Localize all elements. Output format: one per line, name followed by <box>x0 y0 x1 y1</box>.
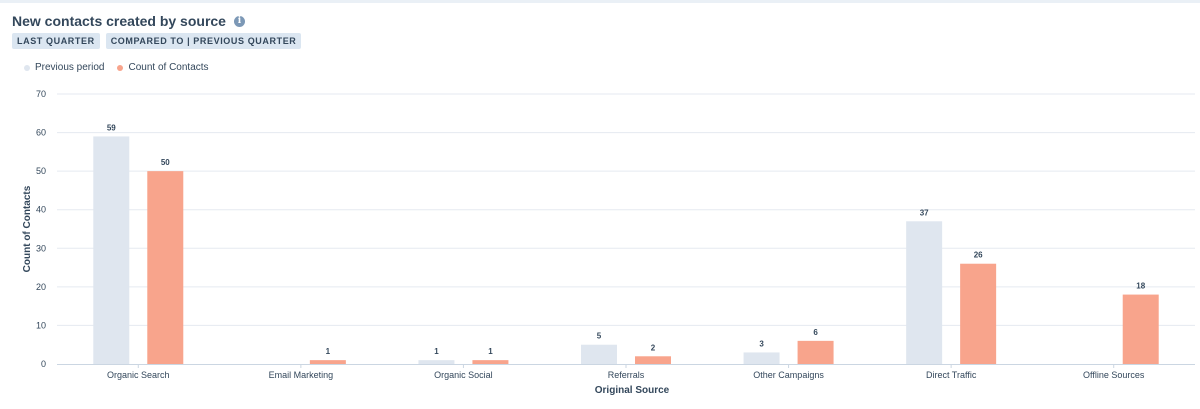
grid-lines <box>57 93 1195 326</box>
legend-label-previous: Previous period <box>35 62 105 73</box>
x-tick-label: Email Marketing <box>269 370 334 380</box>
bar-count-of-contacts[interactable] <box>147 171 184 364</box>
data-label-count-of-contacts: 1 <box>326 347 331 356</box>
x-tick-label: Organic Social <box>434 370 493 380</box>
y-tick-label: 50 <box>36 166 46 176</box>
bar-count-of-contacts[interactable] <box>1122 294 1159 364</box>
data-label-count-of-contacts: 1 <box>488 347 493 356</box>
chart-header: New contacts created by source i LAST QU… <box>12 13 302 49</box>
data-label-previous-period: 1 <box>434 347 439 356</box>
legend-label-current: Count of Contacts <box>128 62 209 73</box>
y-axis-ticks: 0 10 20 30 40 50 60 70 <box>36 89 46 369</box>
bar-count-of-contacts[interactable] <box>797 340 834 364</box>
comparison-pill[interactable]: COMPARED TO | PREVIOUS QUARTER <box>105 33 302 49</box>
bar-count-of-contacts[interactable] <box>960 263 997 364</box>
bar-count-of-contacts[interactable] <box>472 360 509 364</box>
x-axis-ticks: Organic Search Email Marketing Organic Soc… <box>107 364 1145 380</box>
date-range-pill[interactable]: LAST QUARTER <box>12 33 100 49</box>
data-labels: 59 50 1 1 1 5 2 3 6 37 26 18 <box>107 123 1146 356</box>
data-label-previous-period: 37 <box>920 208 929 217</box>
y-tick-label: 40 <box>36 205 46 215</box>
data-label-count-of-contacts: 18 <box>1136 282 1145 291</box>
data-label-previous-period: 5 <box>597 332 602 341</box>
bar-previous-period[interactable] <box>581 344 617 364</box>
y-tick-label: 30 <box>36 243 46 253</box>
x-axis-label: Original Source <box>595 385 670 396</box>
top-border <box>0 0 1200 3</box>
data-label-count-of-contacts: 6 <box>813 328 818 337</box>
x-tick-label: Direct Traffic <box>926 370 977 380</box>
x-tick-label: Organic Search <box>107 370 170 380</box>
bar-previous-period[interactable] <box>906 221 943 364</box>
data-label-count-of-contacts: 2 <box>651 343 656 352</box>
x-tick-label: Offline Sources <box>1083 370 1145 380</box>
bar-count-of-contacts[interactable] <box>635 356 671 364</box>
y-tick-label: 70 <box>36 89 46 99</box>
y-tick-label: 20 <box>36 282 46 292</box>
bar-previous-period[interactable] <box>743 352 780 364</box>
x-tick-label: Other Campaigns <box>753 370 824 380</box>
chart-title: New contacts created by source <box>12 13 226 29</box>
y-tick-label: 60 <box>36 128 46 138</box>
info-icon[interactable]: i <box>233 15 245 27</box>
chart-legend: Previous period Count of Contacts <box>24 62 209 73</box>
data-label-count-of-contacts: 26 <box>974 251 983 260</box>
y-axis-label: Count of Contacts <box>22 185 33 272</box>
y-tick-label: 0 <box>41 359 46 369</box>
data-label-previous-period: 59 <box>107 123 116 132</box>
bar-previous-period[interactable] <box>418 360 455 364</box>
legend-dot-previous <box>24 64 30 71</box>
legend-item-previous[interactable]: Previous period <box>24 62 104 73</box>
x-tick-label: Referrals <box>608 370 645 380</box>
data-label-previous-period: 3 <box>759 339 764 348</box>
legend-dot-current <box>117 64 124 71</box>
data-label-count-of-contacts: 50 <box>161 158 170 167</box>
y-tick-label: 10 <box>36 320 46 330</box>
bars <box>93 136 1159 364</box>
bar-count-of-contacts[interactable] <box>309 360 346 364</box>
legend-item-current[interactable]: Count of Contacts <box>117 62 209 73</box>
bar-previous-period[interactable] <box>93 136 130 364</box>
